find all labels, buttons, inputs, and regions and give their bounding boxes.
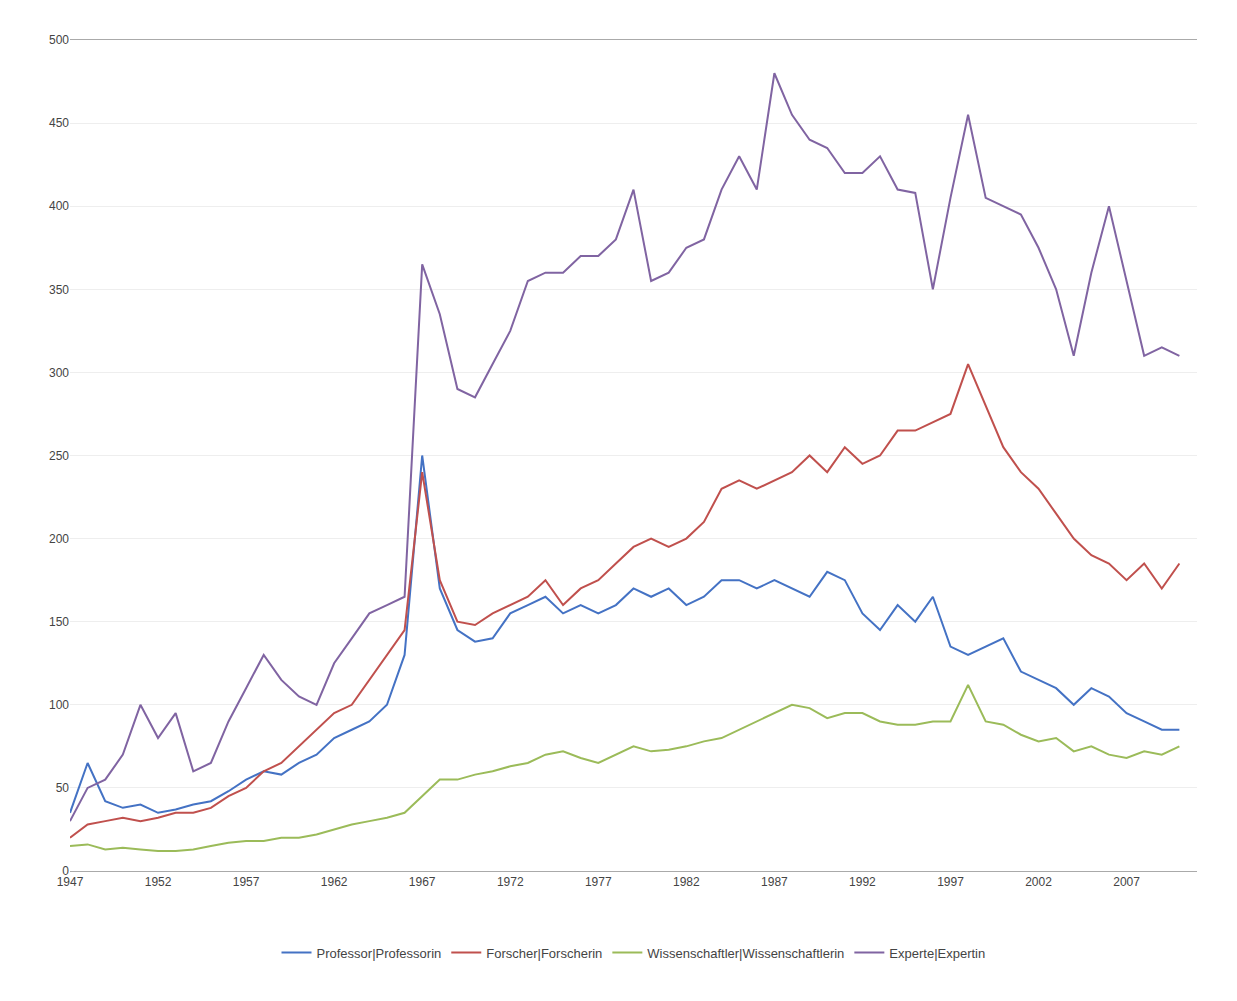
svg-text:1977: 1977: [585, 875, 612, 889]
svg-text:400: 400: [49, 199, 69, 213]
svg-text:1987: 1987: [761, 875, 788, 889]
svg-text:500: 500: [49, 33, 69, 47]
svg-text:1982: 1982: [673, 875, 700, 889]
svg-text:250: 250: [49, 449, 69, 463]
svg-text:2007: 2007: [1113, 875, 1140, 889]
svg-text:0: 0: [62, 864, 69, 878]
svg-text:50: 50: [56, 781, 70, 795]
svg-text:Experte|Expertin: Experte|Expertin: [889, 946, 985, 961]
svg-text:1947: 1947: [57, 875, 84, 889]
svg-text:1992: 1992: [849, 875, 876, 889]
svg-text:2002: 2002: [1025, 875, 1052, 889]
svg-text:1997: 1997: [937, 875, 964, 889]
svg-text:200: 200: [49, 532, 69, 546]
svg-text:300: 300: [49, 366, 69, 380]
svg-text:1972: 1972: [497, 875, 524, 889]
svg-text:Forscher|Forscherin: Forscher|Forscherin: [486, 946, 602, 961]
svg-text:100: 100: [49, 698, 69, 712]
svg-text:350: 350: [49, 283, 69, 297]
svg-text:1957: 1957: [233, 875, 260, 889]
svg-text:1952: 1952: [145, 875, 172, 889]
svg-text:450: 450: [49, 116, 69, 130]
svg-text:Professor|Professorin: Professor|Professorin: [317, 946, 442, 961]
svg-text:Wissenschaftler|Wissenschaftle: Wissenschaftler|Wissenschaftlerin: [647, 946, 844, 961]
svg-text:1962: 1962: [321, 875, 348, 889]
svg-text:1967: 1967: [409, 875, 436, 889]
svg-text:150: 150: [49, 615, 69, 629]
